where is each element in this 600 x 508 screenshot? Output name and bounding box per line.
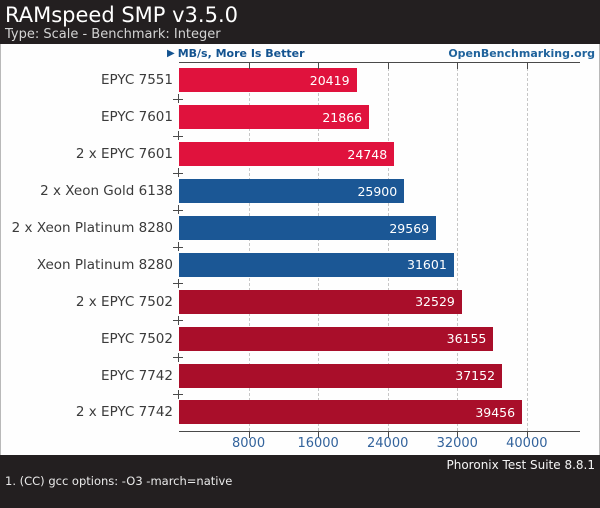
gridline: [248, 63, 250, 431]
bottom-axis-tick: [457, 431, 459, 438]
category-label: 2 x Xeon Platinum 8280: [11, 220, 173, 236]
compiler-footnote: 1. (CC) gcc options: -O3 -march=native: [5, 474, 233, 488]
chart-row: EPYC 7551 20419: [1, 62, 599, 99]
category-label: EPYC 7742: [101, 367, 173, 384]
meta-row: ▶ MB/s, More Is Better OpenBenchmarking.…: [1, 44, 599, 62]
y-axis-tick: [178, 131, 179, 141]
chart-header: RAMspeed SMP v3.5.0 Type: Scale - Benchm…: [0, 0, 600, 44]
value-label: 21866: [322, 109, 363, 125]
gridline: [387, 63, 389, 431]
gridline: [318, 63, 320, 431]
chart-row: 2 x EPYC 7742 39456: [1, 394, 599, 431]
gridline: [526, 63, 528, 431]
category-label: Xeon Platinum 8280: [36, 256, 173, 273]
top-axis-tick: [318, 63, 320, 69]
y-axis-tick: [178, 168, 179, 178]
value-bar: 36155: [179, 326, 494, 351]
chart-row: 2 x Xeon Gold 6138 25900: [1, 173, 599, 210]
category-label: 2 x Xeon Gold 6138: [40, 183, 173, 200]
bottom-axis-spine: [179, 431, 580, 432]
y-axis-tick: [178, 389, 179, 399]
gridline: [457, 63, 459, 431]
bottom-axis-tick: [526, 431, 528, 438]
value-label: 39456: [475, 404, 516, 420]
play-triangle-icon: ▶: [167, 48, 175, 59]
plot-area: EPYC 7551 20419 EPYC 7601 21866 2 x EPYC 760…: [1, 62, 599, 455]
top-axis-tick: [526, 63, 528, 69]
value-label: 24748: [347, 146, 388, 162]
x-tick-label: 8000: [232, 436, 266, 451]
chart-row: 2 x EPYC 7601 24748: [1, 136, 599, 173]
value-label: 36155: [446, 331, 487, 347]
value-label: 25900: [357, 183, 398, 199]
value-label: 32529: [415, 294, 455, 310]
chart-panel: ▶ MB/s, More Is Better OpenBenchmarking.…: [0, 44, 600, 455]
scale-note: ▶ MB/s, More Is Better: [167, 47, 305, 60]
openbenchmarking-link[interactable]: OpenBenchmarking.org: [448, 47, 595, 60]
page-title: RAMspeed SMP v3.5.0: [5, 3, 238, 27]
top-axis-tick: [387, 63, 389, 69]
value-bar: 32529: [179, 289, 462, 314]
chart-row: EPYC 7601 21866: [1, 99, 599, 136]
y-axis-tick: [178, 352, 179, 362]
bottom-axis-tick: [318, 431, 320, 438]
x-tick-label: 32000: [436, 436, 478, 451]
y-axis-tick: [178, 278, 179, 288]
scale-label: MB/s, More Is Better: [177, 47, 305, 60]
value-bar: 31601: [179, 252, 454, 277]
value-bar: 37152: [179, 363, 503, 388]
value-bar: 25900: [179, 179, 405, 204]
top-axis-spine: [179, 62, 580, 63]
x-tick-label: 40000: [506, 436, 548, 451]
chart-row: 2 x EPYC 7502 32529: [1, 283, 599, 320]
value-label: 20419: [309, 72, 350, 88]
value-label: 29569: [389, 220, 430, 236]
top-axis-tick: [457, 63, 459, 69]
value-label: 31601: [407, 257, 447, 273]
suite-version: Phoronix Test Suite 8.8.1: [446, 458, 596, 472]
x-tick-label: 16000: [297, 436, 339, 451]
value-bar: 39456: [179, 400, 523, 425]
value-bar: 29569: [179, 216, 437, 240]
category-label: EPYC 7502: [101, 330, 173, 347]
chart-row: 2 x Xeon Platinum 8280 29569: [1, 210, 599, 247]
value-bar: 24748: [179, 142, 395, 167]
category-label: EPYC 7601: [101, 109, 173, 126]
top-axis-tick: [248, 63, 250, 69]
y-axis-tick: [178, 242, 179, 251]
value-label: 37152: [455, 368, 496, 384]
y-axis-tick: [178, 94, 179, 104]
chart-row: EPYC 7742 37152: [1, 357, 599, 394]
y-axis-tick: [178, 205, 179, 215]
value-bar: 20419: [179, 68, 357, 93]
category-label: 2 x EPYC 7601: [75, 146, 173, 163]
chart-row: EPYC 7502 36155: [1, 320, 599, 357]
category-label: 2 x EPYC 7742: [75, 404, 173, 421]
value-bar: 21866: [179, 105, 370, 130]
category-label: EPYC 7551: [101, 72, 173, 89]
page-subtitle: Type: Scale - Benchmark: Integer: [5, 27, 221, 42]
x-tick-label: 24000: [367, 436, 409, 451]
chart-footer: Phoronix Test Suite 8.8.1 1. (CC) gcc op…: [0, 455, 600, 508]
y-axis-tick: [178, 315, 179, 325]
category-label: 2 x EPYC 7502: [75, 293, 173, 310]
bar-rows: EPYC 7551 20419 EPYC 7601 21866 2 x EPYC 760…: [1, 62, 599, 431]
bottom-axis-tick: [248, 431, 250, 438]
chart-row: Xeon Platinum 8280 31601: [1, 246, 599, 283]
bottom-axis-tick: [387, 431, 389, 438]
